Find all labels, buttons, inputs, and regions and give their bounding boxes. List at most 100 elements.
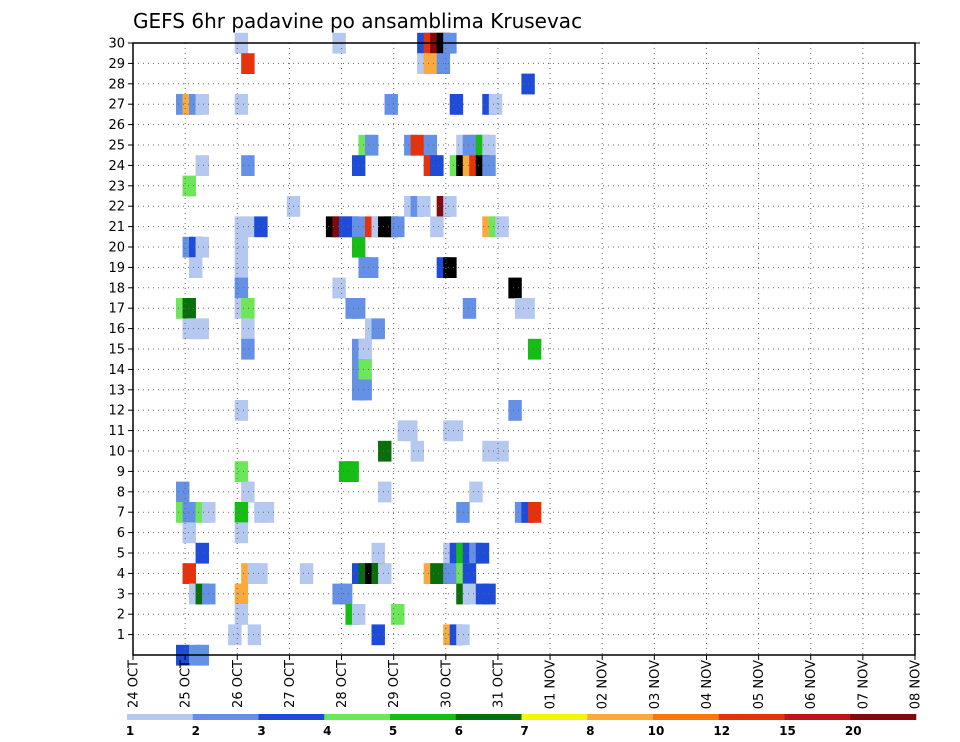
precip-cell [456, 624, 470, 646]
y-tick-label: 19 [108, 261, 125, 276]
colorbar-label: 20 [845, 724, 862, 738]
y-tick-label: 23 [108, 179, 125, 194]
y-tick-label: 6 [117, 526, 125, 541]
x-tick-label: 03 NOV [648, 660, 663, 709]
x-tick-label: 04 NOV [700, 660, 715, 709]
precip-cell [364, 257, 379, 278]
precip-cell [488, 94, 503, 115]
precip-cell [404, 420, 418, 442]
colorbar-label: 1 [126, 724, 134, 738]
precip-cell [423, 53, 438, 74]
precip-cell [182, 175, 196, 197]
precip-cell [234, 236, 249, 258]
precip-cell [358, 379, 372, 401]
precip-cell [430, 563, 444, 584]
colorbar-label: 12 [713, 724, 730, 738]
precip-cell [338, 583, 353, 605]
y-tick-label: 8 [117, 485, 125, 500]
precip-cell [241, 216, 255, 238]
precip-cell [391, 604, 405, 625]
precip-cell [260, 502, 275, 523]
colorbar-label: 2 [192, 724, 200, 738]
colorbar-label: 3 [257, 724, 265, 738]
dotted-grid [133, 43, 915, 655]
x-tick-label: 31 OCT [491, 660, 506, 708]
precip-cell [482, 134, 496, 156]
y-tick-label: 29 [108, 57, 125, 72]
precip-cell [234, 94, 249, 115]
colorbar-swatch [587, 714, 654, 720]
precip-cell [195, 94, 209, 115]
precip-cell [234, 502, 249, 523]
y-tick-label: 17 [108, 302, 125, 317]
precip-cell [195, 236, 209, 258]
x-tick-label: 25 OCT [179, 660, 194, 708]
precip-cell [182, 298, 196, 319]
precip-cell [364, 134, 379, 156]
precip-cell [182, 563, 196, 584]
precip-cell [495, 216, 509, 238]
colorbar: 1 2 3 4 5 6 7 8 10 12 15 20 [126, 714, 917, 738]
y-tick-label: 16 [108, 322, 125, 337]
y-tick-label: 5 [117, 547, 125, 562]
x-tick-label: 29 OCT [387, 660, 402, 708]
precip-cell [462, 298, 477, 319]
y-axis-member-ticks: 1234567891011121314151617181920212223242… [108, 37, 920, 643]
y-tick-label: 26 [108, 118, 125, 133]
y-tick-label: 11 [108, 424, 125, 439]
colorbar-swatch [653, 714, 720, 720]
y-tick-label: 15 [108, 343, 125, 358]
precip-cell [241, 155, 255, 176]
y-tick-label: 7 [117, 506, 125, 521]
colorbar-swatch [324, 714, 391, 720]
x-tick-label: 06 NOV [804, 660, 819, 709]
precip-cell [176, 481, 190, 503]
precip-cell [247, 624, 262, 646]
precip-cell [299, 563, 314, 584]
y-tick-label: 22 [108, 200, 125, 215]
precipitation-cells [176, 32, 542, 666]
precip-cell [456, 502, 470, 523]
x-tick-label: 08 NOV [909, 660, 924, 709]
x-tick-label: 07 NOV [856, 660, 871, 709]
precip-cell [391, 216, 405, 238]
chart-title: GEFS 6hr padavine po ansamblima Krusevac [133, 9, 582, 33]
precip-cell [449, 420, 464, 442]
precip-cell [241, 318, 255, 340]
precip-cell [410, 440, 425, 462]
precip-cell [430, 216, 444, 238]
y-tick-label: 9 [117, 465, 125, 480]
precip-cell [527, 502, 542, 523]
x-tick-label: 01 NOV [544, 660, 559, 709]
precip-cell [241, 298, 255, 319]
y-tick-label: 18 [108, 281, 125, 296]
precip-cell [378, 440, 392, 462]
colorbar-swatch [718, 714, 785, 720]
y-tick-label: 21 [108, 220, 125, 235]
precip-cell [195, 318, 209, 340]
precip-cell [358, 359, 372, 380]
precip-cell [234, 522, 249, 544]
x-tick-label: 26 OCT [231, 660, 246, 708]
precip-cell [384, 94, 398, 115]
precip-cell [443, 196, 457, 217]
x-tick-label: 30 OCT [439, 660, 454, 708]
precip-cell [482, 440, 496, 462]
precip-cell [462, 563, 477, 584]
y-tick-label: 12 [108, 404, 125, 419]
precip-cell [378, 563, 392, 584]
precip-cell [241, 53, 255, 74]
precip-cell [469, 481, 483, 503]
y-tick-label: 27 [108, 98, 125, 113]
precip-cell [234, 400, 249, 421]
x-tick-label: 28 OCT [335, 660, 350, 708]
colorbar-label: 6 [455, 724, 463, 738]
precip-cell [332, 277, 346, 299]
precip-cell [195, 542, 209, 564]
precip-cell [527, 338, 542, 360]
colorbar-swatch [192, 714, 259, 720]
precip-cell [254, 216, 268, 238]
colorbar-swatch [850, 714, 917, 720]
y-tick-label: 10 [108, 445, 125, 460]
